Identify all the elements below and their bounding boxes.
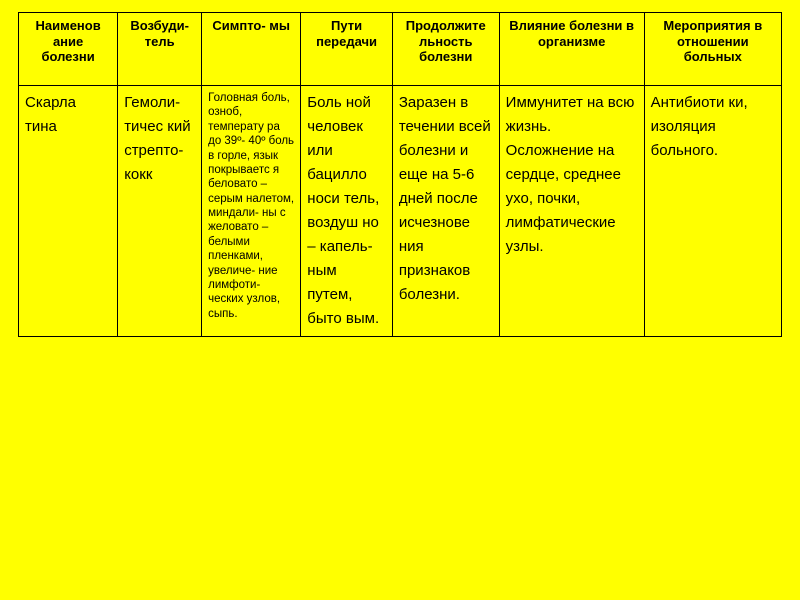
- cell-measures: Антибиоти ки, изоляция больного.: [644, 86, 781, 337]
- header-effect: Влияние болезни в организме: [499, 13, 644, 86]
- cell-symptoms: Головная боль, озноб, температу ра до 39…: [202, 86, 301, 337]
- disease-table: Наименов ание болезни Возбуди- тель Симп…: [18, 12, 782, 337]
- header-transmission: Пути передачи: [301, 13, 393, 86]
- table-body: Скарла тина Гемоли- тичес кий стрепто- к…: [19, 86, 782, 337]
- cell-effect: Иммунитет на всю жизнь. Осложнение на се…: [499, 86, 644, 337]
- cell-pathogen: Гемоли- тичес кий стрепто- кокк: [118, 86, 202, 337]
- header-measures: Мероприятия в отношении больных: [644, 13, 781, 86]
- header-name: Наименов ание болезни: [19, 13, 118, 86]
- table-row: Скарла тина Гемоли- тичес кий стрепто- к…: [19, 86, 782, 337]
- header-pathogen: Возбуди- тель: [118, 13, 202, 86]
- page-container: Наименов ание болезни Возбуди- тель Симп…: [0, 0, 800, 349]
- table-header: Наименов ание болезни Возбуди- тель Симп…: [19, 13, 782, 86]
- header-row: Наименов ание болезни Возбуди- тель Симп…: [19, 13, 782, 86]
- cell-name: Скарла тина: [19, 86, 118, 337]
- cell-duration: Заразен в течении всей болезни и еще на …: [392, 86, 499, 337]
- cell-transmission: Боль ной человек или бацилло носи тель, …: [301, 86, 393, 337]
- header-symptoms: Симпто- мы: [202, 13, 301, 86]
- header-duration: Продолжите льность болезни: [392, 13, 499, 86]
